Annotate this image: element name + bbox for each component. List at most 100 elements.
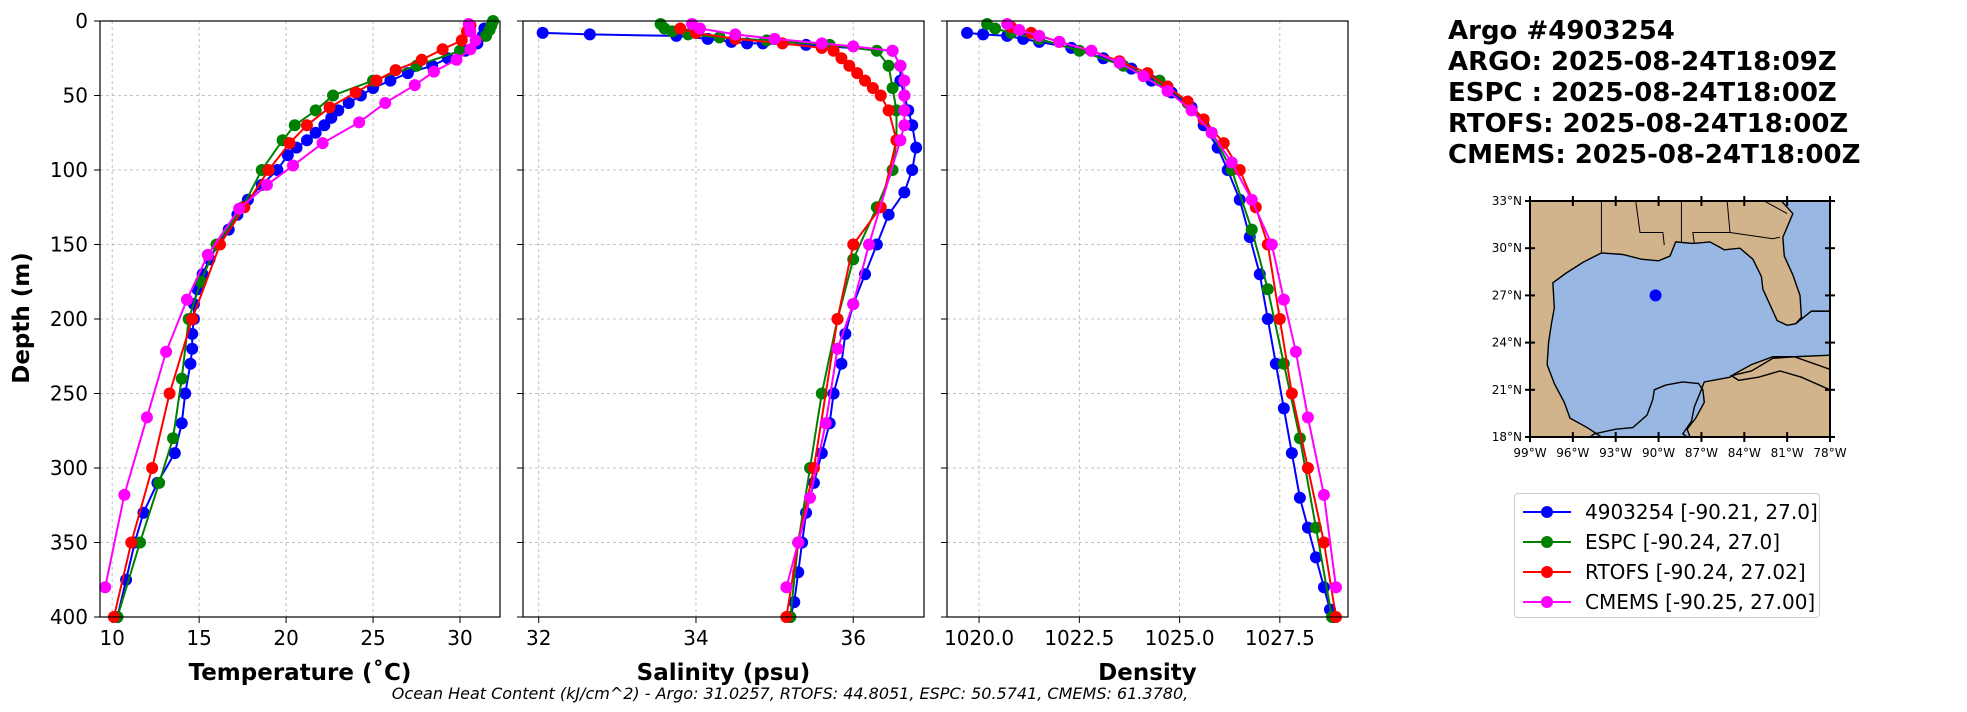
y-tick-label: 250 (50, 382, 88, 406)
state-border (1729, 231, 1781, 240)
series-line-cmems (104, 23, 477, 588)
legend-label-espc: ESPC [-90.24, 27.0] (1585, 530, 1781, 554)
data-point-espc (288, 119, 301, 132)
data-point-cmems (287, 159, 300, 172)
data-point-rtofs (847, 238, 860, 251)
legend-swatch-argo (1523, 502, 1571, 522)
series-line-rtofs (112, 24, 472, 618)
data-point-4903254 (168, 447, 181, 460)
data-point-cmems (886, 44, 899, 57)
y-axis-label: Depth (m) (9, 252, 35, 384)
data-point-4903254 (175, 417, 188, 430)
profile-panels: 10 15 20 25 30050100150200250300350400Temper… (50, 9, 1349, 686)
legend-swatch-rtofs (1523, 562, 1571, 582)
cmems-time: CMEMS: 2025-08-24T18:00Z (1448, 140, 1861, 170)
state-border (1692, 201, 1731, 244)
axes-frame (522, 20, 925, 618)
data-point-4903254 (1261, 313, 1274, 325)
map-lat-label: 18°N (1492, 430, 1522, 444)
x-tick-label: 1027.5 (1245, 626, 1315, 650)
series-line-cmems (691, 23, 906, 588)
map-body (1530, 201, 1830, 437)
data-point-4903254 (910, 141, 923, 154)
x-axis-label: Density (1098, 660, 1197, 686)
data-point-cmems (1301, 411, 1314, 424)
data-point-espc (1309, 521, 1322, 534)
data-point-cmems (99, 581, 112, 594)
data-point-cmems (201, 248, 214, 261)
data-point-4903254 (835, 357, 848, 370)
data-point-rtofs (1197, 113, 1210, 126)
map-lon-label: 87°W (1685, 446, 1718, 460)
data-point-cmems (1225, 156, 1238, 169)
data-point-espc (989, 22, 1002, 35)
data-point-rtofs (843, 59, 856, 72)
data-point-espc (327, 89, 340, 102)
data-point-4903254 (1309, 551, 1322, 564)
data-point-cmems (898, 89, 911, 102)
atlantic-ocean (1780, 201, 1830, 325)
x-tick-label: 10 (99, 626, 124, 650)
data-point-rtofs (300, 119, 313, 132)
legend-label-rtofs: RTOFS [-90.24, 27.02] (1585, 560, 1806, 584)
data-point-4903254 (384, 74, 397, 87)
y-tick-label: 50 (63, 84, 88, 108)
legend-label-argo: 4903254 [-90.21, 27.0] (1585, 500, 1818, 524)
data-point-rtofs (186, 313, 199, 325)
data-point-cmems (180, 293, 193, 306)
data-point-cmems (353, 116, 366, 129)
data-point-cmems (1185, 104, 1198, 117)
data-point-rtofs (370, 74, 383, 87)
x-tick-label: 34 (683, 626, 708, 650)
data-point-rtofs (436, 43, 449, 56)
data-point-cmems (862, 238, 875, 251)
state-border (1635, 201, 1665, 246)
data-point-espc (134, 536, 146, 549)
legend-swatch-cmems (1523, 592, 1571, 612)
map-lat-label: 24°N (1492, 336, 1522, 350)
data-point-4903254 (906, 164, 919, 176)
data-point-rtofs (389, 64, 402, 77)
x-tick-label: 1025.0 (1145, 626, 1215, 650)
data-point-cmems (803, 491, 816, 504)
data-point-cmems (427, 65, 440, 78)
rtofs-time: RTOFS: 2025-08-24T18:00Z (1448, 109, 1849, 139)
data-point-cmems (1113, 56, 1126, 69)
data-point-rtofs (1301, 462, 1314, 474)
data-point-espc (1261, 283, 1274, 296)
data-point-espc (870, 44, 883, 57)
x-tick-label: 1022.5 (1044, 626, 1114, 650)
data-point-4903254 (300, 134, 313, 147)
data-point-espc (175, 372, 188, 385)
data-point-espc (886, 82, 899, 95)
data-point-cmems (1245, 193, 1258, 206)
data-point-espc (1245, 223, 1258, 236)
map-lat-label: 30°N (1492, 241, 1522, 255)
data-point-cmems (1013, 23, 1026, 36)
data-point-cmems (898, 104, 911, 117)
data-point-4903254 (179, 387, 192, 400)
data-point-rtofs (831, 313, 844, 325)
data-point-rtofs (349, 86, 362, 99)
map-lon-label: 78°W (1813, 446, 1846, 460)
data-point-cmems (1329, 581, 1342, 594)
data-point-cmems (898, 74, 911, 87)
data-point-cmems (260, 178, 273, 191)
data-point-cmems (1289, 345, 1302, 358)
legend: 4903254 [-90.21, 27.0] ESPC [-90.24, 27.… (1514, 493, 1820, 618)
data-point-rtofs (874, 89, 887, 102)
series-line-4903254 (966, 31, 1335, 618)
data-point-cmems (847, 40, 860, 53)
map-lat-label: 21°N (1492, 383, 1522, 397)
data-point-4903254 (281, 149, 294, 162)
float-id-title: Argo #4903254 (1448, 16, 1675, 46)
data-point-rtofs (882, 104, 895, 117)
data-point-cmems (469, 34, 482, 47)
data-point-4903254 (882, 208, 895, 221)
data-point-espc (194, 275, 207, 288)
panel-1: 10 15 20 25 30050100150200250300350400Temper… (50, 9, 501, 686)
data-point-cmems (1033, 29, 1046, 42)
data-point-rtofs (163, 387, 176, 400)
data-point-cmems (894, 59, 907, 72)
